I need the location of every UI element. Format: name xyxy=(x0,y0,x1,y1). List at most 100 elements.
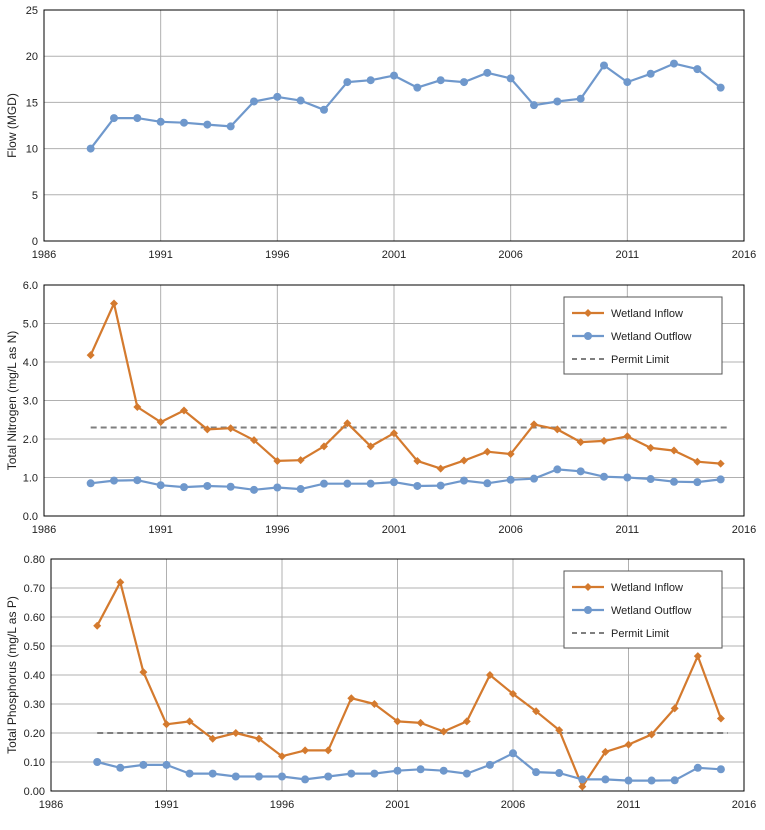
data-point-wetland-outflow xyxy=(460,476,468,485)
x-tick-label: 2006 xyxy=(501,799,525,811)
data-point-flow xyxy=(156,117,165,126)
data-point-wetland-outflow xyxy=(506,475,515,484)
data-point-wetland-inflow xyxy=(716,714,725,723)
x-tick-label: 1986 xyxy=(39,799,63,811)
data-point-wetland-outflow xyxy=(601,775,610,784)
plot-frame xyxy=(50,558,745,792)
data-point-wetland-outflow xyxy=(139,760,148,769)
data-point-flow xyxy=(226,122,235,131)
data-point-wetland-outflow xyxy=(156,481,165,490)
y-tick-label: 3.0 xyxy=(23,396,38,408)
x-tick-label: 2016 xyxy=(732,249,756,261)
data-point-wetland-outflow xyxy=(555,769,564,778)
data-point-wetland-outflow xyxy=(324,772,333,781)
data-point-flow xyxy=(390,71,398,80)
data-point-wetland-outflow xyxy=(226,482,235,491)
data-point-wetland-inflow xyxy=(646,443,655,452)
x-tick-label: 1991 xyxy=(154,799,178,811)
data-point-wetland-outflow xyxy=(670,477,678,486)
y-tick-label: 0.80 xyxy=(24,554,45,566)
y-tick-label: 0.10 xyxy=(24,757,45,769)
data-point-wetland-inflow xyxy=(343,419,352,428)
legend-marker-diamond xyxy=(584,583,592,591)
data-point-wetland-inflow xyxy=(110,299,118,308)
data-point-wetland-outflow xyxy=(110,476,118,485)
data-point-wetland-inflow xyxy=(116,578,125,587)
x-tick-label: 2001 xyxy=(382,249,406,261)
data-point-wetland-inflow xyxy=(624,740,633,749)
data-point-flow xyxy=(693,65,702,74)
data-point-wetland-outflow xyxy=(693,763,702,772)
data-point-wetland-outflow xyxy=(370,769,379,778)
data-point-wetland-outflow xyxy=(301,775,310,784)
data-point-flow xyxy=(413,83,422,92)
x-tick-label: 2011 xyxy=(617,799,641,811)
data-point-flow xyxy=(623,78,632,87)
data-point-wetland-outflow xyxy=(366,479,375,488)
data-point-wetland-outflow xyxy=(86,479,95,488)
data-point-wetland-inflow xyxy=(576,438,585,447)
data-point-wetland-inflow xyxy=(670,704,679,713)
data-point-wetland-inflow xyxy=(532,707,541,716)
legend-marker-diamond xyxy=(584,309,592,317)
x-tick-label: 2001 xyxy=(385,799,409,811)
data-point-wetland-outflow xyxy=(532,768,541,777)
data-point-wetland-inflow xyxy=(156,418,165,427)
data-point-wetland-outflow xyxy=(320,479,328,488)
data-point-wetland-outflow xyxy=(439,766,448,775)
y-tick-label: 0.00 xyxy=(24,786,45,798)
data-point-wetland-inflow xyxy=(601,747,610,756)
data-point-flow xyxy=(296,96,305,105)
data-point-wetland-outflow xyxy=(343,479,352,488)
series-line-wetland-outflow xyxy=(90,468,721,491)
data-point-wetland-outflow xyxy=(93,758,102,766)
data-point-flow xyxy=(576,94,585,103)
legend-label: Wetland Outflow xyxy=(611,331,692,343)
data-point-wetland-outflow xyxy=(208,769,217,778)
data-point-wetland-inflow xyxy=(600,436,608,445)
data-point-wetland-inflow xyxy=(185,717,194,726)
y-tick-label: 4.0 xyxy=(23,357,38,369)
data-point-wetland-outflow xyxy=(296,485,305,494)
y-tick-label: 20 xyxy=(26,51,38,63)
y-tick-label: 2.0 xyxy=(23,434,38,446)
data-point-wetland-outflow xyxy=(116,763,125,772)
data-point-wetland-inflow xyxy=(86,351,95,360)
plot-frame xyxy=(43,284,745,517)
data-point-flow xyxy=(506,74,515,83)
data-point-wetland-outflow xyxy=(716,475,725,484)
data-point-wetland-inflow xyxy=(320,442,328,451)
data-point-wetland-inflow xyxy=(347,694,356,703)
data-point-wetland-outflow xyxy=(436,481,445,490)
x-tick-label: 2006 xyxy=(498,524,522,536)
series-line-flow xyxy=(89,62,722,150)
data-point-flow xyxy=(553,97,562,106)
y-tick-label: 5 xyxy=(32,190,38,202)
data-point-wetland-inflow xyxy=(273,456,282,465)
data-point-wetland-inflow xyxy=(133,403,142,412)
data-point-wetland-inflow xyxy=(250,436,258,445)
data-point-flow xyxy=(133,114,142,123)
x-tick-label: 1986 xyxy=(32,524,56,536)
data-point-wetland-inflow xyxy=(366,442,375,451)
data-point-wetland-inflow xyxy=(693,457,702,466)
x-tick-label: 2001 xyxy=(382,524,406,536)
data-point-flow xyxy=(273,92,282,101)
data-point-wetland-outflow xyxy=(180,483,188,492)
data-point-wetland-outflow xyxy=(647,776,656,785)
data-point-wetland-outflow xyxy=(670,776,679,785)
data-point-wetland-outflow xyxy=(393,766,402,775)
data-point-flow xyxy=(460,78,468,87)
data-point-wetland-inflow xyxy=(180,406,188,415)
x-tick-label: 2016 xyxy=(732,524,756,536)
data-point-wetland-inflow xyxy=(462,717,471,726)
data-point-wetland-outflow xyxy=(483,479,492,488)
data-point-wetland-outflow xyxy=(530,474,538,483)
chart-panel-3: 0.00 0.10 0.20 0.30 0.40 0.50 0.60 0.70 0.80 1986… xyxy=(5,554,756,811)
data-point-wetland-inflow xyxy=(647,730,656,739)
data-point-wetland-outflow xyxy=(254,772,263,781)
y-tick-label: 0.30 xyxy=(24,699,45,711)
y-tick-label: 0.70 xyxy=(24,583,45,595)
chart-panel-2: 0.0 1.0 2.0 3.0 4.0 5.0 6.0 1986 1991 1996 2001 200… xyxy=(5,280,756,536)
